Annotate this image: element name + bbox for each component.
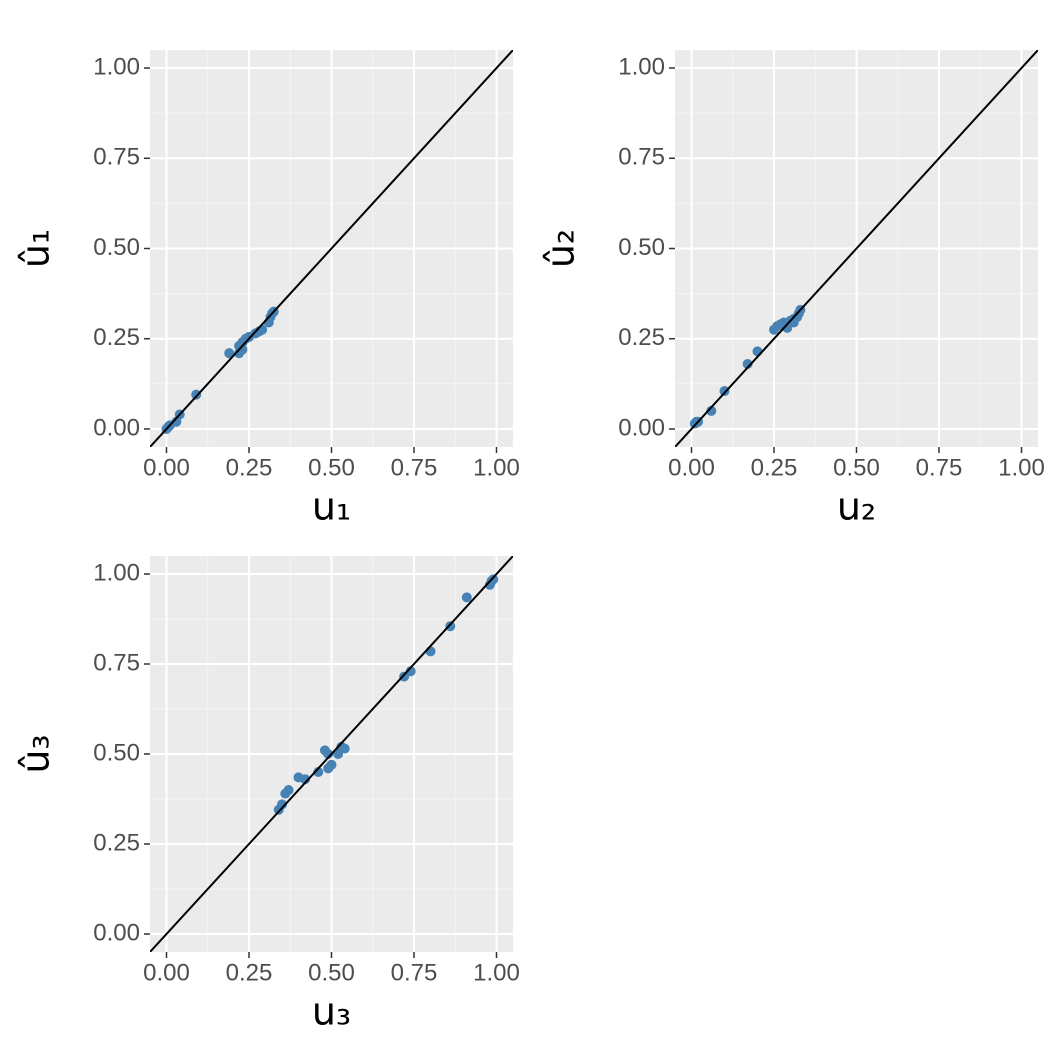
y-tick-label: 1.00: [93, 53, 140, 80]
y-tick-label: 0.00: [93, 919, 140, 946]
x-tick-label: 1.00: [473, 959, 520, 986]
point: [300, 774, 311, 785]
panel: 0.00 0.25 0.50 0.75 1.00 0.00 0.25 0.50 0.75 1.00…: [539, 50, 1045, 529]
point: [191, 389, 202, 400]
x-tick-label: 0.00: [143, 454, 190, 481]
x-tick-label: 0.25: [226, 959, 273, 986]
x-axis-label: u₁: [312, 485, 351, 529]
x-tick-label: 0.50: [308, 454, 355, 481]
y-tick-label: 0.50: [93, 234, 140, 261]
y-tick-label: 0.50: [618, 234, 665, 261]
y-axis-label: û₂: [539, 229, 583, 268]
panel: 0.00 0.25 0.50 0.75 1.00 0.00 0.25 0.50 0.75 1.00…: [14, 556, 520, 1034]
point: [742, 358, 753, 369]
y-tick-label: 0.75: [93, 144, 140, 171]
y-axis-label: û₁: [14, 229, 58, 268]
x-axis-label: u₃: [312, 990, 351, 1034]
point: [488, 574, 499, 585]
y-tick-label: 0.75: [618, 144, 665, 171]
y-axis-label: û₃: [14, 734, 58, 773]
x-tick-label: 0.50: [833, 454, 880, 481]
y-tick-label: 0.25: [93, 324, 140, 351]
point: [425, 646, 436, 657]
point: [752, 346, 763, 357]
identity-line: [150, 50, 513, 447]
x-tick-label: 0.50: [308, 959, 355, 986]
point: [237, 344, 248, 355]
y-tick-label: 0.75: [93, 649, 140, 676]
y-tick-label: 0.00: [618, 414, 665, 441]
x-tick-label: 1.00: [998, 454, 1045, 481]
x-axis-label: u₂: [837, 485, 876, 529]
y-tick-label: 0.25: [618, 324, 665, 351]
point: [399, 671, 410, 682]
x-tick-label: 0.75: [391, 959, 438, 986]
point: [445, 621, 456, 632]
x-tick-label: 0.75: [391, 454, 438, 481]
panel: 0.00 0.25 0.50 0.75 1.00 0.00 0.25 0.50 0.75 1.00…: [14, 50, 520, 529]
point: [461, 592, 472, 603]
point: [277, 799, 287, 810]
y-tick-label: 1.00: [93, 559, 140, 586]
point: [326, 759, 337, 770]
point: [323, 749, 334, 759]
y-tick-label: 0.50: [93, 739, 140, 766]
x-tick-label: 0.25: [226, 454, 273, 481]
x-tick-label: 0.25: [751, 454, 798, 481]
point: [283, 785, 294, 795]
point: [719, 386, 730, 397]
point: [706, 405, 717, 416]
y-tick-label: 1.00: [618, 53, 665, 80]
point: [339, 743, 350, 754]
point: [224, 348, 235, 359]
x-tick-label: 0.00: [668, 454, 715, 481]
identity-line: [150, 556, 513, 952]
y-tick-label: 0.25: [93, 829, 140, 856]
x-tick-label: 0.75: [916, 454, 963, 481]
x-tick-label: 1.00: [473, 454, 520, 481]
y-tick-label: 0.00: [93, 414, 140, 441]
x-tick-label: 0.00: [143, 959, 190, 986]
identity-line: [675, 50, 1038, 447]
point: [313, 767, 324, 777]
point: [405, 666, 416, 677]
